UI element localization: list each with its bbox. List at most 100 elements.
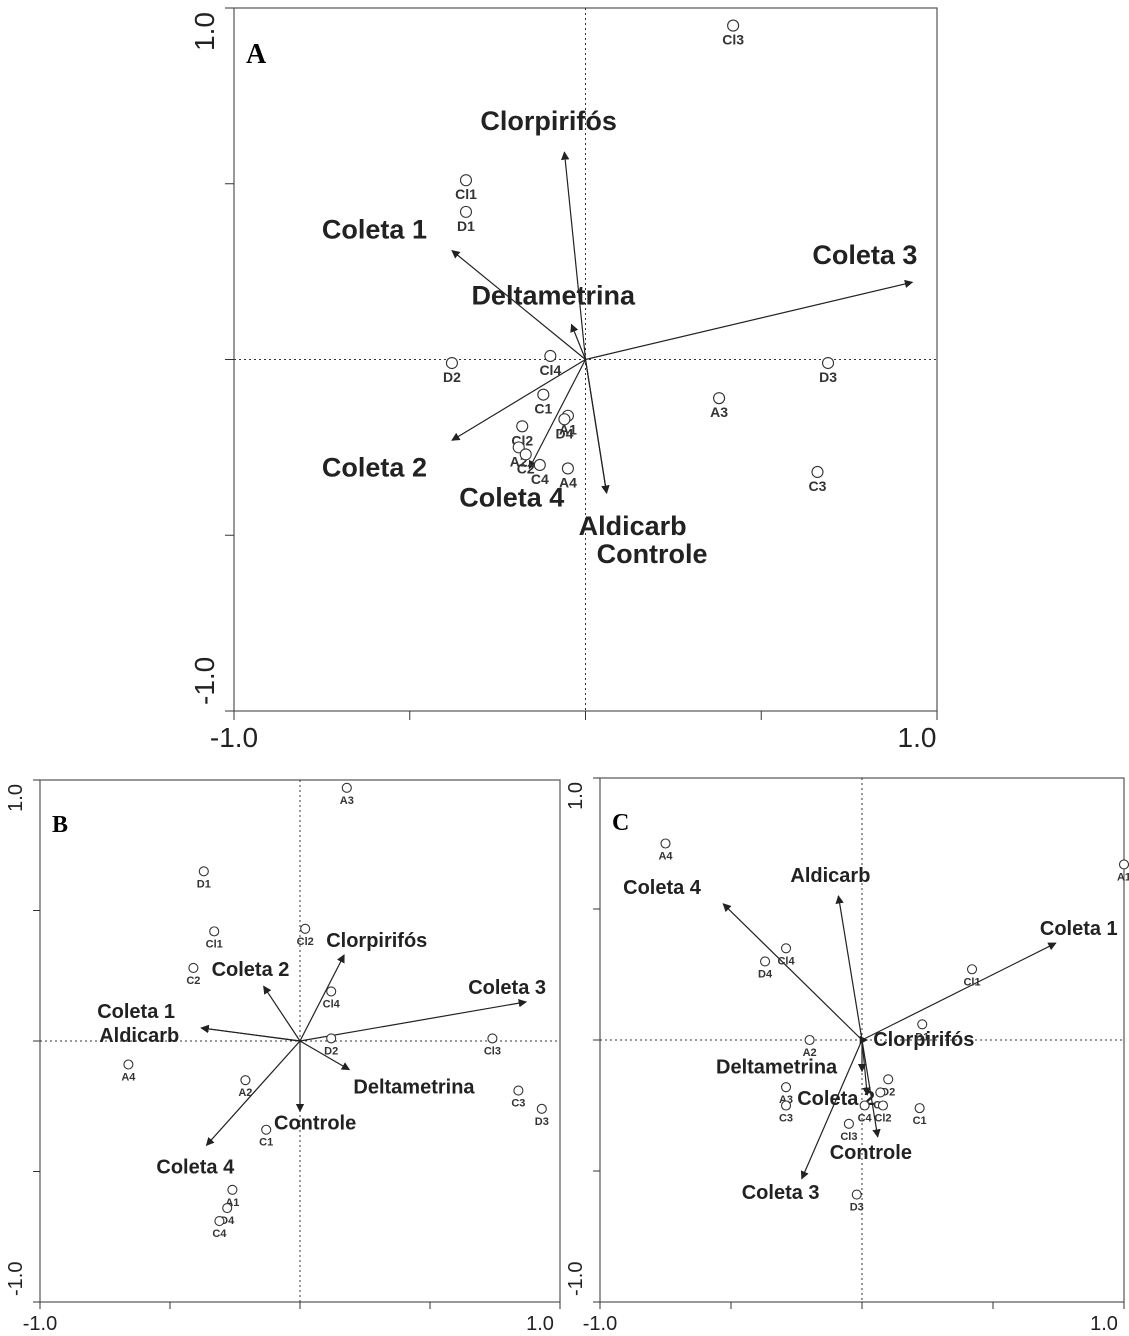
vector-arrow <box>800 1039 863 1180</box>
panel-label: C <box>612 810 629 836</box>
vector-label: Deltametrina <box>471 280 636 310</box>
point-label: D3 <box>850 1202 864 1214</box>
data-point <box>240 1075 251 1086</box>
point-label: A4 <box>121 1071 136 1083</box>
y-tick-label: 1.0 <box>565 782 587 810</box>
vector-label: Coleta 4 <box>156 1156 235 1178</box>
vector-label: Coleta 4 <box>459 482 564 512</box>
data-point <box>877 1100 889 1111</box>
data-point <box>341 782 352 793</box>
vector-label: Deltametrina <box>353 1077 475 1099</box>
panel-label: A <box>246 39 267 70</box>
point-label: C4 <box>858 1113 873 1125</box>
data-point <box>536 1103 547 1114</box>
data-point <box>660 838 671 849</box>
data-point <box>780 1082 792 1093</box>
point-label: Cl4 <box>323 998 341 1010</box>
point-label: C4 <box>212 1228 227 1240</box>
point-label: C2 <box>517 460 535 476</box>
data-point <box>859 1100 870 1111</box>
point-label: A1 <box>559 422 577 438</box>
vector-label: Coleta 3 <box>742 1182 820 1204</box>
vector-label: Controle <box>274 1112 356 1134</box>
data-point <box>966 964 978 975</box>
point-label: D3 <box>535 1116 549 1128</box>
vector-label: Coleta 2 <box>212 959 290 981</box>
vector-label: Aldicarb <box>790 865 870 887</box>
point-label: C3 <box>779 1113 793 1125</box>
data-point <box>821 356 835 370</box>
point-label: D4 <box>555 425 573 441</box>
vector-arrow <box>584 359 610 494</box>
data-point <box>209 926 220 937</box>
data-point <box>198 866 209 877</box>
vector-arrow <box>299 1040 351 1071</box>
point-label: A2 <box>238 1087 252 1099</box>
data-point <box>914 1103 925 1114</box>
data-point <box>227 1184 238 1195</box>
data-point <box>513 1085 524 1096</box>
data-point <box>487 1033 498 1044</box>
point-label: Cl2 <box>297 936 314 948</box>
data-point <box>780 943 792 954</box>
vector-arrow <box>451 358 586 441</box>
vector-arrow <box>861 1039 881 1138</box>
point-label: A3 <box>340 795 354 807</box>
data-point <box>760 956 771 967</box>
vector-label: Coleta 1 <box>97 1001 175 1023</box>
vector-label: Clorpirifós <box>326 930 427 952</box>
vector-arrow <box>722 903 863 1041</box>
x-tick-label: 1.0 <box>898 722 937 753</box>
vector-label: Coleta 3 <box>468 977 546 999</box>
x-tick-label: -1.0 <box>583 1313 617 1335</box>
point-label: D2 <box>443 369 461 385</box>
point-label: Cl4 <box>777 955 795 967</box>
vector-label: Coleta 4 <box>623 877 702 899</box>
data-point <box>727 19 740 32</box>
vector-arrow <box>299 999 528 1042</box>
point-label: Cl2 <box>874 1113 891 1125</box>
vector-label: Coleta 2 <box>322 452 427 482</box>
data-point <box>713 392 726 405</box>
point-label: D2 <box>881 1086 895 1098</box>
point-label: C1 <box>259 1137 273 1149</box>
vector-arrow <box>585 279 914 361</box>
vector-arrow <box>861 1039 871 1096</box>
chart-panel-a: -1.0 1.0 1.0 -1.0 A Clorpirifós Coleta 1 Coleta… <box>189 7 938 753</box>
point-label: C4 <box>531 471 549 487</box>
vector-arrow <box>861 942 1057 1041</box>
vector-arrow <box>570 323 587 360</box>
vector-arrow <box>299 954 345 1042</box>
chart-panel-b: -1.0 1.0 1.0 -1.0 B Clorpirifós Coleta 2 Coleta… <box>5 779 561 1335</box>
vector-label: Deltametrina <box>716 1056 838 1078</box>
data-point <box>843 1118 854 1129</box>
data-point <box>519 448 532 461</box>
x-tick-label: -1.0 <box>23 1313 57 1335</box>
point-label: C2 <box>186 975 200 987</box>
point-label: D3 <box>819 369 837 385</box>
y-tick-label: -1.0 <box>189 657 220 705</box>
data-point <box>188 962 199 973</box>
point-label: A4 <box>559 474 577 490</box>
vector-label: Coleta 1 <box>1040 918 1118 940</box>
data-point <box>516 420 529 433</box>
data-point <box>917 1019 928 1030</box>
data-point <box>222 1202 233 1214</box>
data-point <box>512 441 525 454</box>
data-point <box>544 349 557 363</box>
point-label: C1 <box>913 1115 927 1127</box>
point-label: D1 <box>915 1031 929 1043</box>
point-label: C1 <box>534 401 552 417</box>
vector-label: Aldicarb <box>99 1025 179 1047</box>
point-label: Cl4 <box>539 362 561 378</box>
vector-label: Aldicarb <box>579 511 687 541</box>
data-point <box>811 465 824 479</box>
point-label: A1 <box>1117 871 1129 883</box>
point-label: A2 <box>803 1047 817 1059</box>
data-point <box>459 205 473 218</box>
data-point <box>883 1074 894 1085</box>
y-tick-label: 1.0 <box>189 12 220 51</box>
point-label: D2 <box>324 1045 338 1057</box>
vector-arrow <box>200 1024 301 1042</box>
